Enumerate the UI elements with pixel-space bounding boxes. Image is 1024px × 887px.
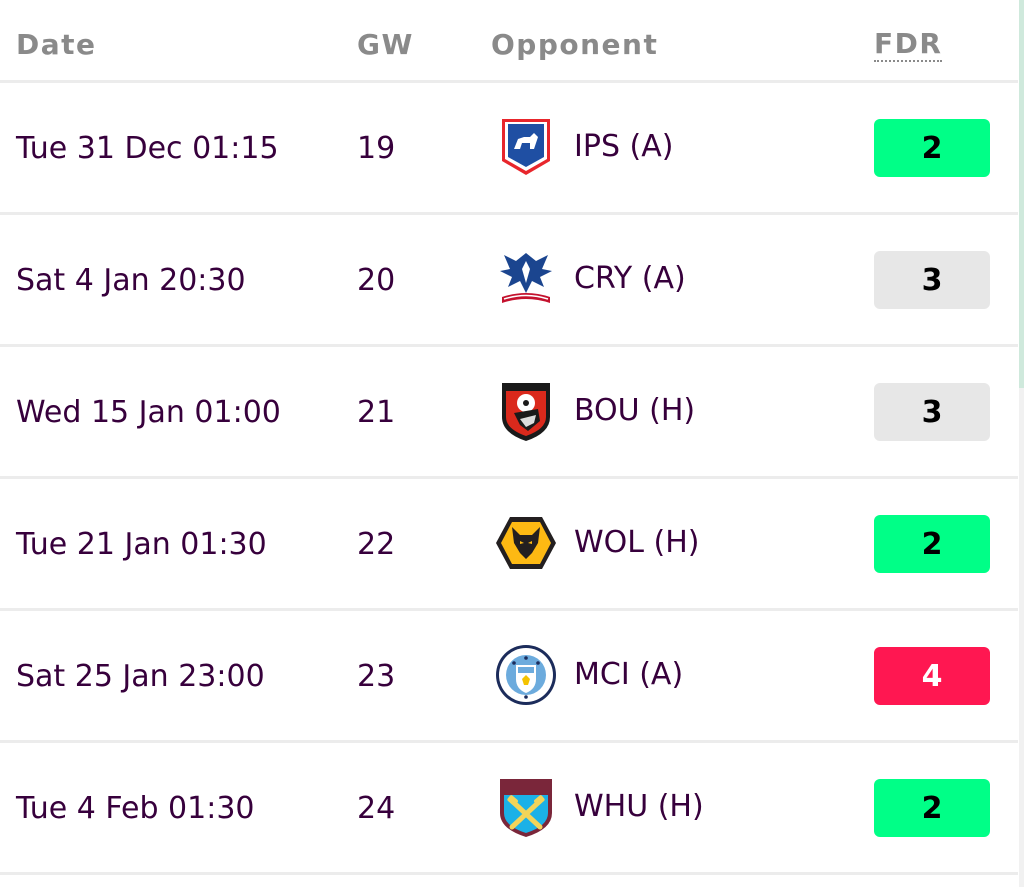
fdr-value: 4 [921,658,943,694]
gw-column-header: GW [357,28,414,61]
table-row: Tue 21 Jan 01:30 22 WOL (H) 2 [0,479,1018,611]
man-city-crest-icon [496,645,556,705]
fdr-badge: 2 [874,515,990,573]
table-row: Tue 4 Feb 01:30 24 WHU (H) 2 [0,743,1018,875]
scrollbar-track[interactable] [1019,0,1024,887]
fdr-badge: 3 [874,251,990,309]
fixture-gameweek: 22 [357,527,396,562]
fixture-gameweek: 21 [357,395,396,430]
ipswich-crest-icon [502,119,550,175]
fixture-opponent: WHU (H) [574,789,704,824]
fdr-value: 2 [921,526,943,562]
fixture-opponent: MCI (A) [574,657,684,692]
fixture-gameweek: 24 [357,791,396,826]
fixture-opponent: CRY (A) [574,261,686,296]
fixture-date: Tue 4 Feb 01:30 [16,791,255,826]
fdr-badge: 2 [874,779,990,837]
fdr-badge: 4 [874,647,990,705]
table-row: Sat 4 Jan 20:30 20 CRY (A) 3 [0,215,1018,347]
fixture-opponent: IPS (A) [574,129,674,164]
wolves-crest-icon [496,517,556,569]
fixture-opponent: WOL (H) [574,525,700,560]
table-row: Wed 15 Jan 01:00 21 BOU (H) 3 [0,347,1018,479]
fixture-gameweek: 19 [357,131,396,166]
fdr-value: 2 [921,130,943,166]
fdr-value: 3 [921,262,943,298]
scrollbar-thumb[interactable] [1019,0,1024,388]
fdr-column-header[interactable]: FDR [874,27,943,62]
opponent-column-header: Opponent [491,28,659,61]
fdr-value: 3 [921,394,943,430]
fixture-date: Sat 4 Jan 20:30 [16,263,246,298]
fdr-badge: 3 [874,383,990,441]
fixture-date: Tue 21 Jan 01:30 [16,527,267,562]
fdr-value: 2 [921,790,943,826]
fixture-date: Tue 31 Dec 01:15 [16,131,279,166]
fixture-date: Sat 25 Jan 23:00 [16,659,265,694]
date-column-header: Date [16,28,97,61]
fixture-gameweek: 20 [357,263,396,298]
fixture-gameweek: 23 [357,659,396,694]
table-row: Tue 31 Dec 01:15 19 IPS (A) 2 [0,83,1018,215]
table-row: Sat 25 Jan 23:00 23 MCI (A) 4 [0,611,1018,743]
crystal-palace-crest-icon [500,253,552,303]
fixture-opponent: BOU (H) [574,393,696,428]
table-header: Date GW Opponent FDR [0,0,1018,83]
bournemouth-crest-icon [502,383,550,441]
fixture-date: Wed 15 Jan 01:00 [16,395,281,430]
fdr-badge: 2 [874,119,990,177]
west-ham-crest-icon [500,779,552,837]
